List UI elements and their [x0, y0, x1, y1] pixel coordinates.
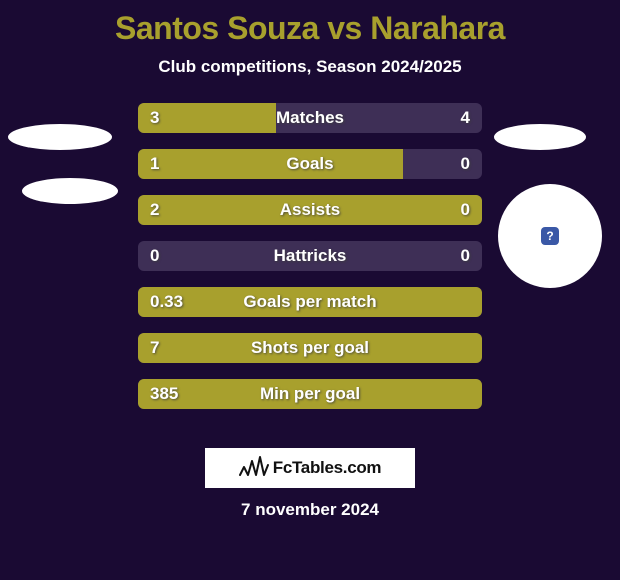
stat-right-value: 0 [461, 154, 470, 174]
stat-row: 7Shots per goal [138, 333, 482, 363]
stat-row: 10Goals [138, 149, 482, 179]
stat-right-value: 0 [461, 246, 470, 266]
page-title: Santos Souza vs Narahara [0, 0, 620, 47]
stat-row: 34Matches [138, 103, 482, 133]
stat-bar-left-fill [138, 333, 482, 363]
page-subtitle: Club competitions, Season 2024/2025 [0, 57, 620, 77]
stat-right-value: 0 [461, 200, 470, 220]
stat-left-value: 0.33 [150, 292, 183, 312]
stat-left-value: 1 [150, 154, 159, 174]
stat-bar-bg [138, 241, 482, 271]
stat-left-value: 2 [150, 200, 159, 220]
stat-row: 385Min per goal [138, 379, 482, 409]
fctables-logo-icon [239, 455, 269, 482]
stat-left-value: 385 [150, 384, 178, 404]
stat-bar-left-fill [138, 149, 403, 179]
stat-right-value: 4 [461, 108, 470, 128]
player-avatar-ellipse [22, 178, 118, 204]
stat-left-value: 3 [150, 108, 159, 128]
stat-row: 00Hattricks [138, 241, 482, 271]
stat-left-value: 0 [150, 246, 159, 266]
fctables-logo: FcTables.com [205, 448, 415, 488]
fctables-logo-text: FcTables.com [273, 458, 382, 478]
comparison-infographic: Santos Souza vs Narahara Club competitio… [0, 0, 620, 580]
stat-bar-left-fill [138, 287, 482, 317]
date-line: 7 november 2024 [0, 500, 620, 520]
club-pie-icon: ? [498, 184, 602, 288]
stat-row: 20Assists [138, 195, 482, 225]
stat-bar-left-fill [138, 379, 482, 409]
stat-left-value: 7 [150, 338, 159, 358]
player-avatar-ellipse [8, 124, 112, 150]
stat-row: 0.33Goals per match [138, 287, 482, 317]
player-avatar-ellipse [494, 124, 586, 150]
club-placeholder-icon: ? [541, 227, 559, 245]
stat-bar-left-fill [138, 195, 482, 225]
